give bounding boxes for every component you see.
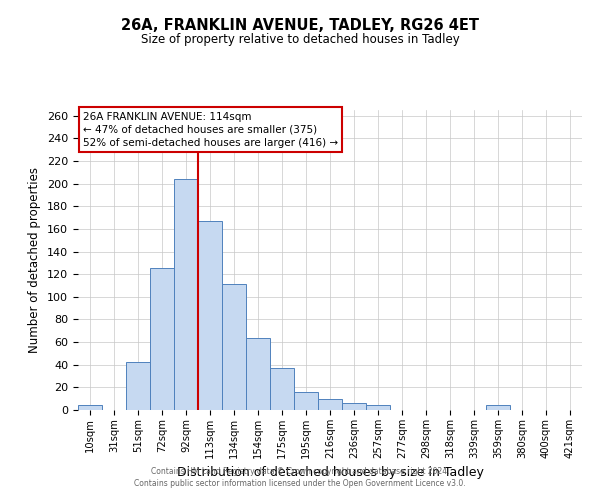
Text: 26A FRANKLIN AVENUE: 114sqm
← 47% of detached houses are smaller (375)
52% of se: 26A FRANKLIN AVENUE: 114sqm ← 47% of det… xyxy=(83,112,338,148)
Y-axis label: Number of detached properties: Number of detached properties xyxy=(28,167,41,353)
Bar xyxy=(294,392,318,410)
Bar xyxy=(78,406,102,410)
Bar xyxy=(174,179,198,410)
Bar xyxy=(126,362,150,410)
Bar xyxy=(150,268,174,410)
Bar xyxy=(486,406,510,410)
Text: 26A, FRANKLIN AVENUE, TADLEY, RG26 4ET: 26A, FRANKLIN AVENUE, TADLEY, RG26 4ET xyxy=(121,18,479,32)
Text: Size of property relative to detached houses in Tadley: Size of property relative to detached ho… xyxy=(140,32,460,46)
Bar xyxy=(222,284,246,410)
Bar xyxy=(198,221,222,410)
Bar xyxy=(366,406,390,410)
Bar xyxy=(246,338,270,410)
X-axis label: Distribution of detached houses by size in Tadley: Distribution of detached houses by size … xyxy=(176,466,484,479)
Text: Contains HM Land Registry data © Crown copyright and database right 2024.
Contai: Contains HM Land Registry data © Crown c… xyxy=(134,466,466,487)
Bar xyxy=(342,403,366,410)
Bar xyxy=(270,368,294,410)
Bar xyxy=(318,398,342,410)
